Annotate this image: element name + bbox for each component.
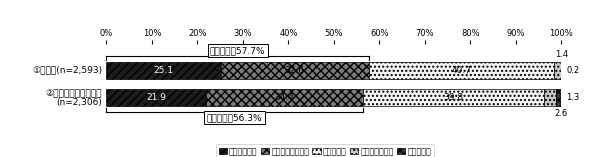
- Bar: [106, 89, 206, 106]
- Bar: [206, 89, 363, 106]
- Bar: [544, 89, 556, 106]
- Text: 1.3: 1.3: [566, 93, 579, 102]
- Text: 不足・計＝56.3%: 不足・計＝56.3%: [207, 113, 262, 122]
- Text: 21.9: 21.9: [146, 93, 166, 102]
- Text: 不足・計＝57.7%: 不足・計＝57.7%: [210, 46, 265, 55]
- Text: 0.2: 0.2: [566, 66, 579, 75]
- Bar: [106, 62, 220, 79]
- Text: 1.4: 1.4: [555, 50, 568, 59]
- Bar: [554, 62, 560, 79]
- Bar: [560, 62, 561, 79]
- Text: 39.8: 39.8: [443, 93, 463, 102]
- Bar: [363, 89, 544, 106]
- Text: 2.6: 2.6: [555, 109, 568, 118]
- Text: 40.7: 40.7: [452, 66, 472, 75]
- Legend: 不足している, やや不足している, 適正である, やや過剰である, 過剰である: 不足している, やや不足している, 適正である, やや過剰である, 過剰である: [216, 144, 434, 157]
- Text: 34.4: 34.4: [274, 93, 294, 102]
- Text: 32.6: 32.6: [285, 66, 305, 75]
- Text: 25.1: 25.1: [154, 66, 174, 75]
- Bar: [556, 89, 561, 106]
- Bar: [220, 62, 369, 79]
- Bar: [369, 62, 554, 79]
